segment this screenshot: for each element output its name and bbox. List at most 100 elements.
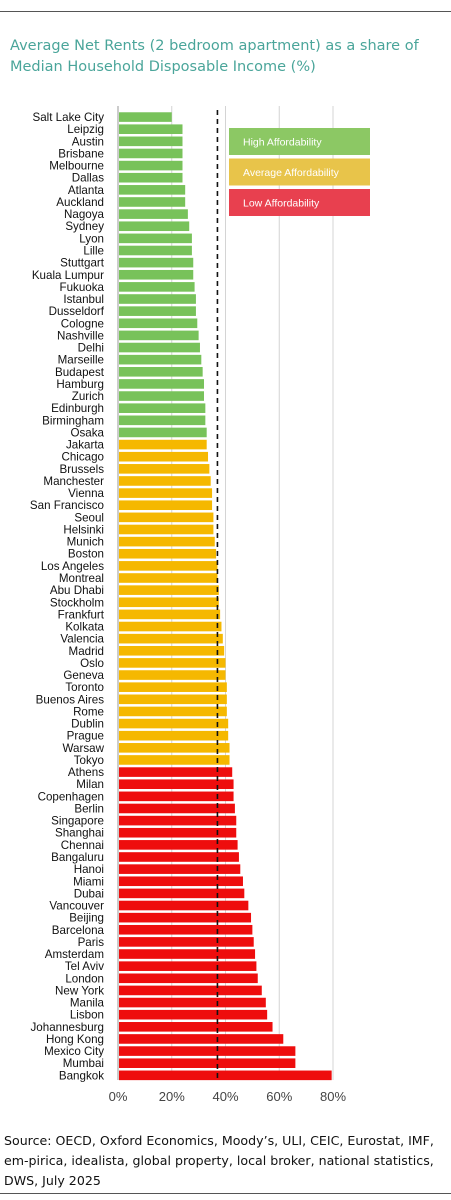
bar	[119, 476, 211, 486]
city-label: Frankfurt	[58, 608, 105, 621]
legend-label: Average Affordability	[243, 167, 340, 179]
bar	[119, 536, 215, 547]
city-label: Vienna	[68, 487, 104, 500]
city-label: Brisbane	[58, 147, 104, 160]
city-label: Osaka	[70, 426, 104, 439]
city-label: Johannesburg	[31, 1021, 105, 1034]
city-label: Manila	[70, 997, 105, 1010]
city-label: Atlanta	[68, 184, 105, 197]
bar	[119, 706, 227, 717]
legend-swatch	[229, 158, 370, 186]
bar	[119, 354, 202, 365]
bar	[119, 464, 210, 474]
bar	[119, 561, 218, 571]
city-label: Singapore	[51, 815, 104, 828]
bar	[119, 185, 186, 195]
city-label: Hamburg	[56, 378, 104, 391]
city-label: Melbourne	[49, 160, 104, 173]
city-label: Berlin	[74, 802, 104, 815]
city-label: Mumbai	[63, 1057, 104, 1070]
source-note: Source: OECD, Oxford Economics, Moody’s,…	[4, 1133, 434, 1188]
city-label: Sydney	[65, 220, 104, 233]
city-label: Lyon	[79, 232, 104, 245]
bar	[119, 755, 230, 765]
city-label: Austin	[72, 135, 104, 148]
city-label: Vancouver	[49, 900, 104, 913]
x-tick-label: 80%	[320, 1089, 346, 1104]
bar	[119, 900, 249, 911]
bar	[119, 937, 254, 947]
city-label: Mexico City	[44, 1045, 104, 1058]
bar	[119, 524, 214, 535]
city-label: Hong Kong	[46, 1033, 104, 1046]
bar	[119, 730, 229, 741]
bar	[119, 973, 258, 984]
city-label: Abu Dhabi	[50, 584, 104, 597]
bar	[119, 864, 241, 874]
bar	[119, 427, 207, 438]
city-label: Rome	[73, 705, 104, 718]
bar	[119, 803, 235, 814]
bar	[119, 1022, 273, 1032]
city-label: Paris	[78, 936, 105, 949]
city-label: Nashville	[57, 329, 104, 342]
bar	[119, 1034, 284, 1044]
bar	[119, 621, 222, 632]
legend-swatch	[229, 189, 370, 216]
bar	[119, 366, 203, 377]
bar	[119, 209, 188, 219]
city-label: Dublin	[71, 718, 104, 731]
legend-label: High Affordability	[243, 137, 322, 149]
city-label: San Francisco	[30, 499, 104, 512]
bar	[119, 500, 213, 511]
city-label: Manchester	[43, 475, 104, 488]
bar	[119, 1009, 268, 1020]
bar	[119, 597, 219, 608]
bar	[119, 888, 245, 899]
city-label: Warsaw	[63, 742, 105, 755]
city-label: Lisbon	[70, 1009, 104, 1022]
bar	[119, 633, 223, 644]
bar	[119, 124, 183, 134]
legend-label: Low Affordability	[243, 198, 320, 210]
bar	[119, 403, 206, 413]
bar	[119, 172, 183, 183]
city-label: Buenos Aires	[36, 693, 105, 706]
city-label: Beijing	[69, 912, 104, 925]
bar	[119, 876, 243, 887]
bar	[119, 512, 214, 523]
city-label: Delhi	[78, 342, 104, 355]
bar	[119, 1058, 296, 1069]
city-label: Tokyo	[74, 754, 104, 767]
city-label: Salt Lake City	[32, 111, 104, 124]
city-label: Shanghai	[55, 827, 104, 840]
bar	[119, 961, 257, 971]
city-label: Brussels	[60, 463, 105, 476]
city-label: Jakarta	[66, 439, 105, 452]
city-label: Boston	[68, 548, 104, 561]
city-label: Lille	[83, 244, 104, 257]
bar	[119, 245, 192, 256]
bar	[119, 269, 194, 280]
bar	[119, 815, 237, 826]
bar	[119, 779, 234, 790]
bar	[119, 1070, 332, 1081]
x-tick-label: 20%	[159, 1089, 185, 1104]
city-label: Chennai	[61, 839, 104, 852]
city-label: Amsterdam	[45, 948, 104, 961]
city-label: Auckland	[56, 196, 104, 209]
bar	[119, 439, 207, 450]
city-label: Athens	[68, 766, 104, 779]
bar	[119, 306, 196, 316]
bar	[119, 682, 227, 692]
city-label: Dallas	[72, 172, 104, 185]
x-tick-label: 40%	[212, 1089, 238, 1104]
bar	[119, 827, 237, 838]
city-label: Chicago	[61, 451, 104, 464]
bar	[119, 221, 190, 232]
city-label: Montreal	[59, 572, 104, 585]
city-label: Budapest	[55, 366, 105, 379]
bar	[119, 282, 195, 292]
bar	[119, 197, 186, 207]
bar	[119, 949, 256, 959]
